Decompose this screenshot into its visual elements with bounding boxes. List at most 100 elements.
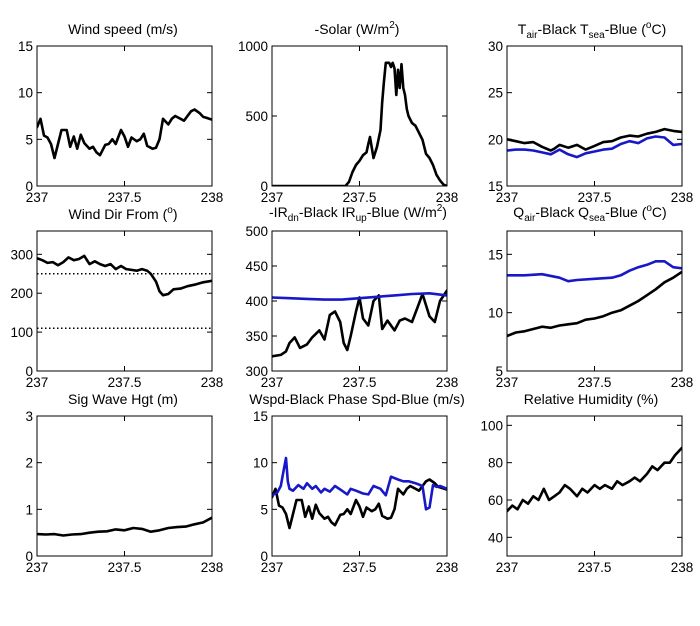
series-line-primary — [272, 61, 447, 186]
series-line-primary — [37, 108, 212, 160]
y-tick-label: 200 — [10, 286, 33, 301]
y-tick-label: 25 — [488, 86, 503, 101]
title-part: ) — [442, 204, 447, 220]
title-subscript: up — [356, 213, 368, 224]
y-tick-label: 5 — [260, 502, 268, 517]
panel-title: Tair-Black Tsea-Blue (oC) — [518, 20, 666, 41]
x-tick-label: 237 — [261, 375, 284, 390]
x-tick-label: 237 — [496, 375, 519, 390]
y-tick-label: 300 — [10, 247, 33, 262]
x-tick-label: 238 — [201, 190, 224, 205]
y-tick-label: 10 — [488, 306, 503, 321]
series-line-secondary — [272, 291, 447, 301]
y-tick-label: 60 — [488, 493, 503, 508]
y-tick-label: 3 — [25, 409, 33, 424]
axes-frame — [271, 45, 448, 187]
title-part: -Blue (W/m — [367, 204, 437, 220]
y-tick-label: 80 — [488, 456, 503, 471]
x-tick-label: 238 — [671, 375, 694, 390]
axes-frame — [36, 45, 213, 187]
y-tick-label: 350 — [245, 329, 268, 344]
series-line-primary — [507, 446, 682, 513]
x-tick-label: 237 — [26, 190, 49, 205]
series-line-primary — [37, 516, 212, 537]
panel-relative-humidity: 237 237.5 238 40 60 80 100 Relative Humidity (%… — [480, 391, 693, 575]
title-subscript: air — [526, 30, 538, 41]
x-tick-label: 238 — [201, 560, 224, 575]
panel-infrared: 237 237.5 238 300 350 400 450 500 -IRdn-Black I… — [245, 203, 458, 390]
title-part: C) — [652, 204, 667, 220]
y-tick-label: 15 — [18, 39, 33, 54]
panel-title: -IRdn-Black IRup-Blue (W/m2) — [269, 203, 447, 224]
series-line-primary — [272, 289, 447, 358]
x-tick-label: 237 — [261, 560, 284, 575]
title-part: -Black T — [537, 21, 589, 37]
y-tick-label: 500 — [245, 224, 268, 239]
y-tick-label: 100 — [480, 418, 503, 433]
series-line-primary — [272, 478, 447, 530]
x-tick-label: 237 — [26, 560, 49, 575]
series-line-secondary — [507, 135, 682, 159]
title-superscript: o — [167, 205, 173, 216]
panel-wind-direction: 237 237.5 238 0 100 200 300 Wind Dir From (o) — [10, 205, 223, 390]
title-superscript: 2 — [389, 20, 395, 31]
title-subscript: sea — [589, 30, 606, 41]
panel-title: Wind Dir From (o) — [68, 205, 177, 222]
title-part: -IR — [269, 204, 288, 220]
series-line-primary — [507, 270, 682, 338]
x-tick-label: 238 — [436, 375, 459, 390]
panel-air-sea-temp: 237 237.5 238 15 20 25 30 Tair-Black Tsea-Blue… — [488, 20, 693, 205]
x-tick-label: 238 — [671, 190, 694, 205]
y-tick-label: 0 — [25, 364, 33, 379]
panel-title: -Solar (W/m2) — [315, 20, 400, 37]
title-part: ) — [395, 21, 400, 37]
y-tick-label: 15 — [253, 409, 268, 424]
y-tick-label: 15 — [488, 247, 503, 262]
panel-solar: 237 237.5 238 0 500 1000 -Solar (W/m2) — [238, 20, 458, 205]
y-tick-label: 500 — [245, 109, 268, 124]
title-part: -Black IR — [299, 204, 356, 220]
y-tick-label: 40 — [488, 530, 503, 545]
panel-title: Wspd-Black Phase Spd-Blue (m/s) — [249, 391, 465, 407]
title-part: C) — [651, 21, 666, 37]
y-tick-label: 0 — [260, 179, 268, 194]
y-tick-label: 5 — [495, 364, 503, 379]
title-superscript: 2 — [437, 203, 443, 214]
y-tick-label: 100 — [10, 325, 33, 340]
x-tick-label: 237 — [26, 375, 49, 390]
axes-frame — [506, 45, 683, 187]
x-tick-label: 237.5 — [343, 190, 377, 205]
y-tick-label: 30 — [488, 39, 503, 54]
title-part: Wind Dir From ( — [68, 206, 167, 222]
y-tick-label: 15 — [488, 179, 503, 194]
x-tick-label: 237.5 — [578, 375, 612, 390]
x-tick-label: 238 — [671, 560, 694, 575]
series-line-primary — [37, 254, 212, 297]
panel-humidity-q: 237 237.5 238 5 10 15 Qair-Black Qsea-Blue (o… — [488, 203, 693, 390]
title-subscript: sea — [589, 213, 606, 224]
y-tick-label: 0 — [25, 179, 33, 194]
y-tick-label: 1000 — [238, 39, 268, 54]
x-tick-label: 238 — [436, 560, 459, 575]
series-line-secondary — [272, 456, 447, 511]
panel-title: Qair-Black Qsea-Blue (oC) — [513, 203, 666, 224]
panel-title: Relative Humidity (%) — [524, 391, 659, 407]
title-superscript: o — [646, 203, 652, 214]
title-part: -Blue ( — [605, 21, 647, 37]
x-tick-label: 237.5 — [343, 375, 377, 390]
y-tick-label: 5 — [25, 132, 33, 147]
series-line-secondary — [507, 259, 682, 283]
y-tick-label: 20 — [488, 132, 503, 147]
y-tick-label: 10 — [253, 456, 268, 471]
x-tick-label: 238 — [436, 190, 459, 205]
title-subscript: air — [524, 213, 536, 224]
title-part: T — [518, 21, 527, 37]
axes-frame — [36, 230, 213, 372]
panel-wspd-phase: 237 237.5 238 0 5 10 15 Wspd-Black Phase Spd-Bl… — [249, 391, 465, 575]
y-tick-label: 300 — [245, 364, 268, 379]
title-part: -Blue ( — [605, 204, 647, 220]
x-tick-label: 237.5 — [108, 375, 142, 390]
series-line-primary — [507, 127, 682, 152]
x-tick-label: 237.5 — [108, 560, 142, 575]
